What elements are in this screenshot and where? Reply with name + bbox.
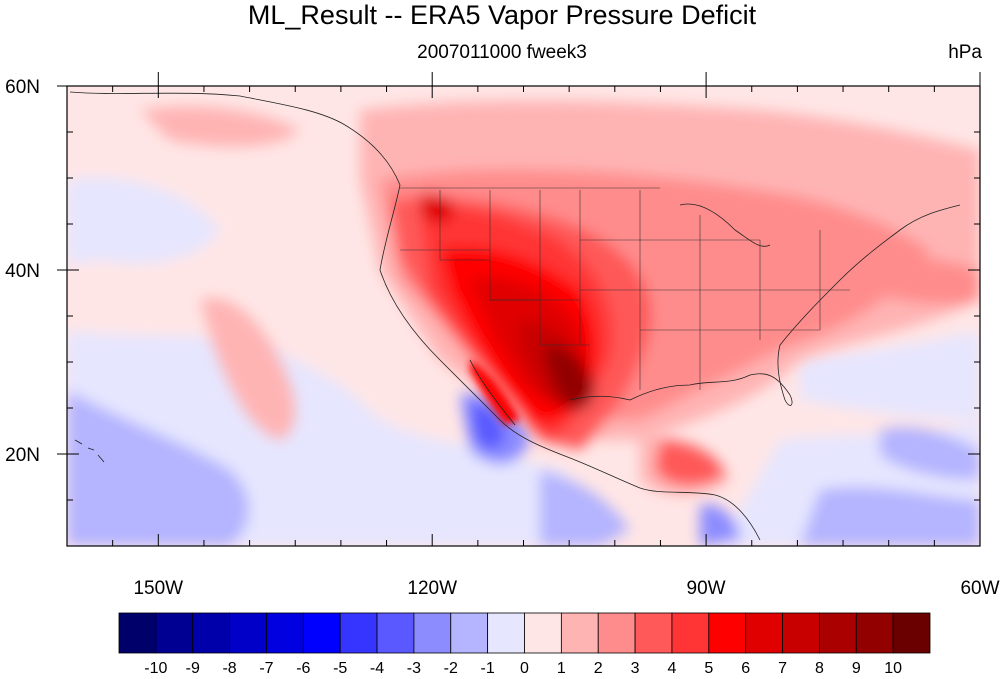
colorbar-label: -3	[407, 660, 421, 677]
colorbar-label: -10	[144, 660, 167, 677]
x-tick-label: 120W	[407, 578, 457, 599]
colorbar-label: 4	[668, 660, 677, 677]
colorbar-box	[708, 612, 747, 654]
units-label: hPa	[948, 42, 982, 63]
colorbar-box	[745, 612, 783, 654]
colorbar-label: 6	[741, 660, 750, 677]
y-tick-label: 60N	[5, 77, 40, 98]
x-tick-label: 150W	[133, 578, 183, 599]
colorbar-box	[192, 612, 230, 654]
chart-title: ML_Result -- ERA5 Vapor Pressure Deficit	[247, 0, 757, 30]
colorbar-box	[118, 612, 157, 654]
colorbar-label: -8	[222, 660, 236, 677]
colorbar-box	[524, 612, 562, 654]
colorbar-label: 2	[594, 660, 603, 677]
colorbar-box	[487, 612, 525, 654]
colorbar-label: -4	[370, 660, 384, 677]
colorbar-box	[339, 612, 378, 654]
colorbar-label: 9	[852, 660, 861, 677]
colorbar-box	[450, 612, 489, 654]
colorbar-box	[229, 612, 267, 654]
colorbar-label: -2	[444, 660, 458, 677]
colorbar-box	[892, 612, 931, 654]
colorbar-label: -5	[333, 660, 347, 677]
colorbar-label: -9	[186, 660, 200, 677]
colorbar-box	[302, 612, 341, 654]
colorbar-box	[597, 612, 636, 654]
colorbar-box	[560, 612, 599, 654]
colorbar-label: 1	[557, 660, 566, 677]
x-tick-label: 60W	[960, 578, 999, 599]
coastlines	[69, 91, 961, 541]
colorbar-box	[855, 612, 894, 654]
colorbar: -10 -9 -8 -7 -6 -5 -4 -3 -2 -1 0 1 2 3 4 5 6 7 8 9 10	[118, 612, 931, 677]
x-tick-label: 90W	[687, 578, 726, 599]
colorbar-box	[155, 612, 194, 654]
colorbar-label: -1	[481, 660, 495, 677]
colorbar-label: 8	[815, 660, 824, 677]
colorbar-label: 5	[704, 660, 713, 677]
colorbar-box	[782, 612, 820, 654]
colorbar-label: -6	[296, 660, 310, 677]
colorbar-label: 3	[631, 660, 640, 677]
colorbar-label: 10	[884, 660, 902, 677]
axis-ticks: 150W 120W 90W 60W 60N 40N 20N	[5, 72, 1000, 599]
colorbar-label: 7	[778, 660, 787, 677]
colorbar-box	[266, 612, 304, 654]
colorbar-box	[413, 612, 452, 654]
colorbar-box	[671, 612, 710, 654]
borders	[400, 187, 850, 390]
colorbar-label: -7	[259, 660, 273, 677]
colorbar-label: 0	[520, 660, 529, 677]
y-tick-label: 20N	[5, 445, 40, 466]
chart-subtitle: 2007011000 fweek3	[417, 42, 587, 63]
colorbar-box	[634, 612, 673, 654]
colorbar-box	[376, 612, 415, 654]
colorbar-box	[819, 612, 857, 654]
vpd-field	[67, 86, 980, 546]
y-tick-label: 40N	[5, 261, 40, 282]
